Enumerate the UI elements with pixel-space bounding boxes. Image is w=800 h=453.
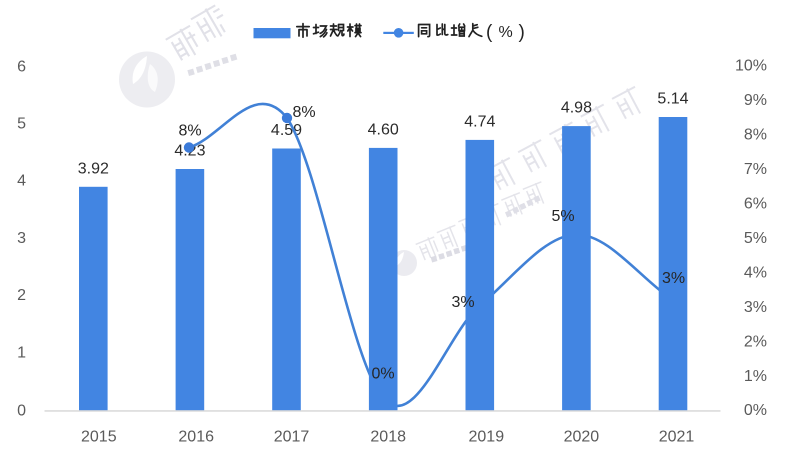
svg-text:0%: 0% [371,366,394,383]
svg-text:2%: 2% [744,333,767,350]
svg-text:2021: 2021 [659,429,695,446]
svg-text:5%: 5% [744,230,767,247]
svg-text:3.92: 3.92 [78,160,109,177]
svg-text:2018: 2018 [370,429,406,446]
svg-text:(: ( [486,22,493,43]
svg-text:4.98: 4.98 [561,100,592,117]
svg-text:8%: 8% [292,104,315,121]
svg-text:4.60: 4.60 [368,121,399,138]
svg-text:3%: 3% [744,299,767,316]
svg-text:2: 2 [17,287,26,304]
svg-text:6%: 6% [744,196,767,213]
svg-text:6: 6 [17,58,26,75]
svg-text:1%: 1% [744,368,767,385]
svg-text:4: 4 [17,173,26,190]
svg-text:2017: 2017 [274,429,310,446]
svg-text:1: 1 [17,344,26,361]
svg-text:): ) [519,22,525,43]
svg-text:7%: 7% [744,161,767,178]
svg-text:8%: 8% [178,123,201,140]
svg-text:9%: 9% [744,92,767,109]
svg-text:2020: 2020 [564,429,600,446]
svg-text:8%: 8% [744,127,767,144]
svg-text:0: 0 [17,402,26,419]
svg-text:4.59: 4.59 [271,122,302,139]
svg-text:2016: 2016 [178,429,214,446]
svg-text:5.14: 5.14 [657,91,688,108]
svg-text:2015: 2015 [81,429,117,446]
svg-text:3: 3 [17,230,26,247]
svg-text:4.74: 4.74 [464,113,495,130]
svg-text:3%: 3% [451,294,474,311]
svg-text:5%: 5% [551,208,574,225]
svg-text:5: 5 [17,116,26,133]
svg-text:2019: 2019 [469,429,505,446]
svg-text:0%: 0% [744,402,767,419]
svg-text:4%: 4% [744,264,767,281]
svg-text:10%: 10% [735,58,767,75]
svg-text:%: % [499,24,513,41]
svg-text:3%: 3% [662,270,685,287]
